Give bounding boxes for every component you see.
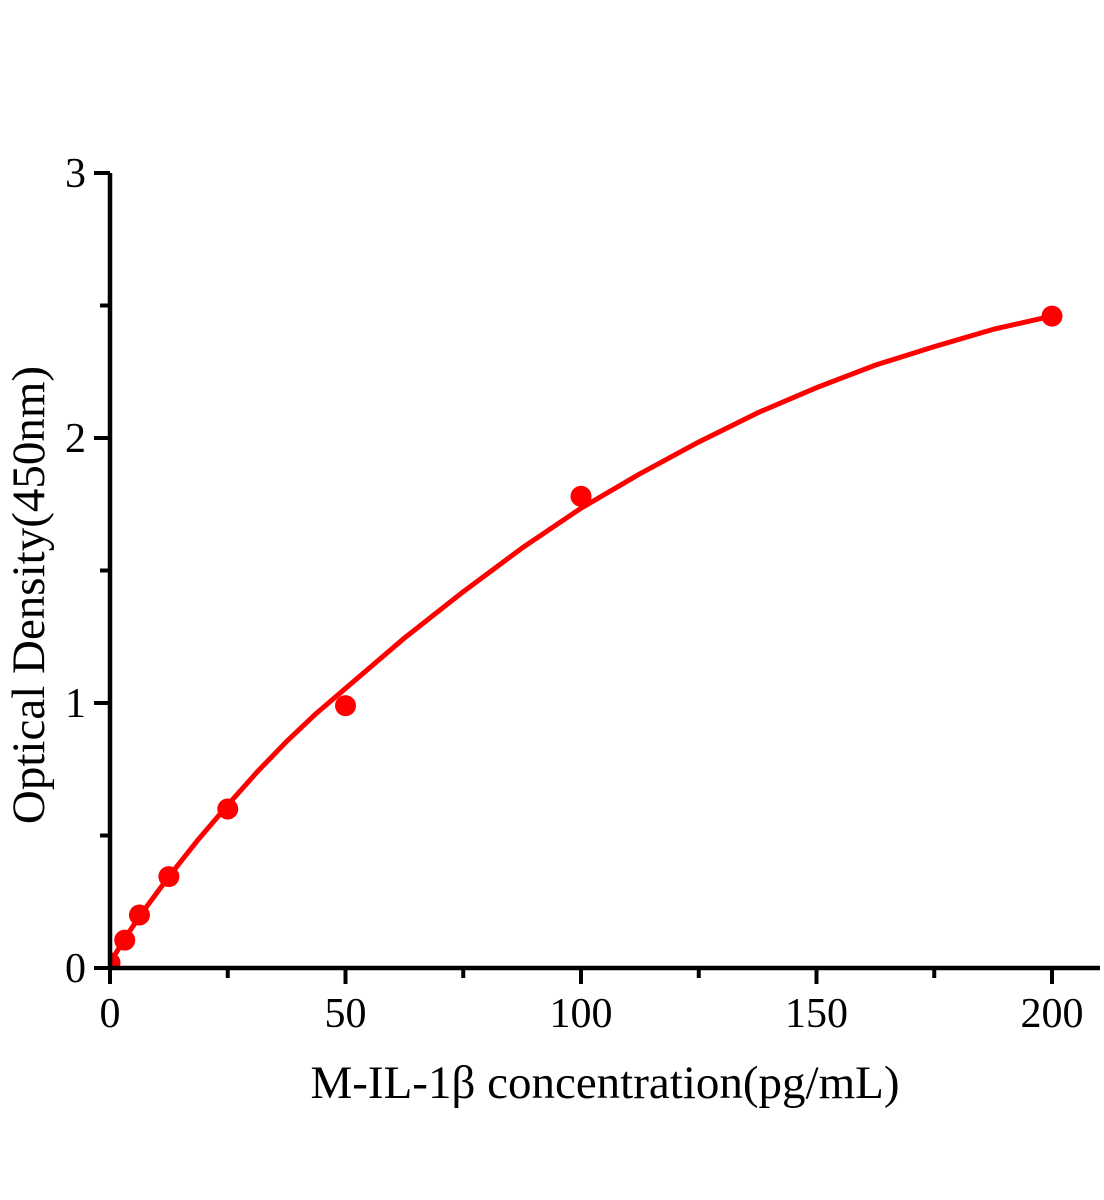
y-tick-label: 3 <box>65 151 86 197</box>
axis-spines <box>107 173 1100 971</box>
x-tick-label: 50 <box>325 991 367 1037</box>
y-tick-label: 0 <box>65 946 86 992</box>
y-tick-label: 2 <box>65 416 86 462</box>
data-point <box>110 952 121 968</box>
data-point <box>570 485 592 507</box>
axes-layer: 0 50 100 150 200 0 1 2 3 <box>65 151 1100 1037</box>
data-point <box>1041 305 1063 327</box>
data-series-layer <box>110 305 1063 968</box>
x-axis-title: M-IL-1β concentration(pg/mL) <box>310 1057 899 1109</box>
x-tick-label: 150 <box>785 991 848 1037</box>
fit-curve <box>110 313 1055 966</box>
x-tick-label: 100 <box>550 991 613 1037</box>
x-tick-label: 200 <box>1021 991 1084 1037</box>
data-point <box>335 695 356 717</box>
y-axis-title: Optical Density(450nm) <box>3 366 55 824</box>
data-point <box>158 866 180 888</box>
y-tick-label: 1 <box>65 681 86 727</box>
x-tick-label: 0 <box>100 991 121 1037</box>
data-point <box>114 929 136 951</box>
data-point <box>217 798 239 820</box>
data-point <box>128 904 150 926</box>
